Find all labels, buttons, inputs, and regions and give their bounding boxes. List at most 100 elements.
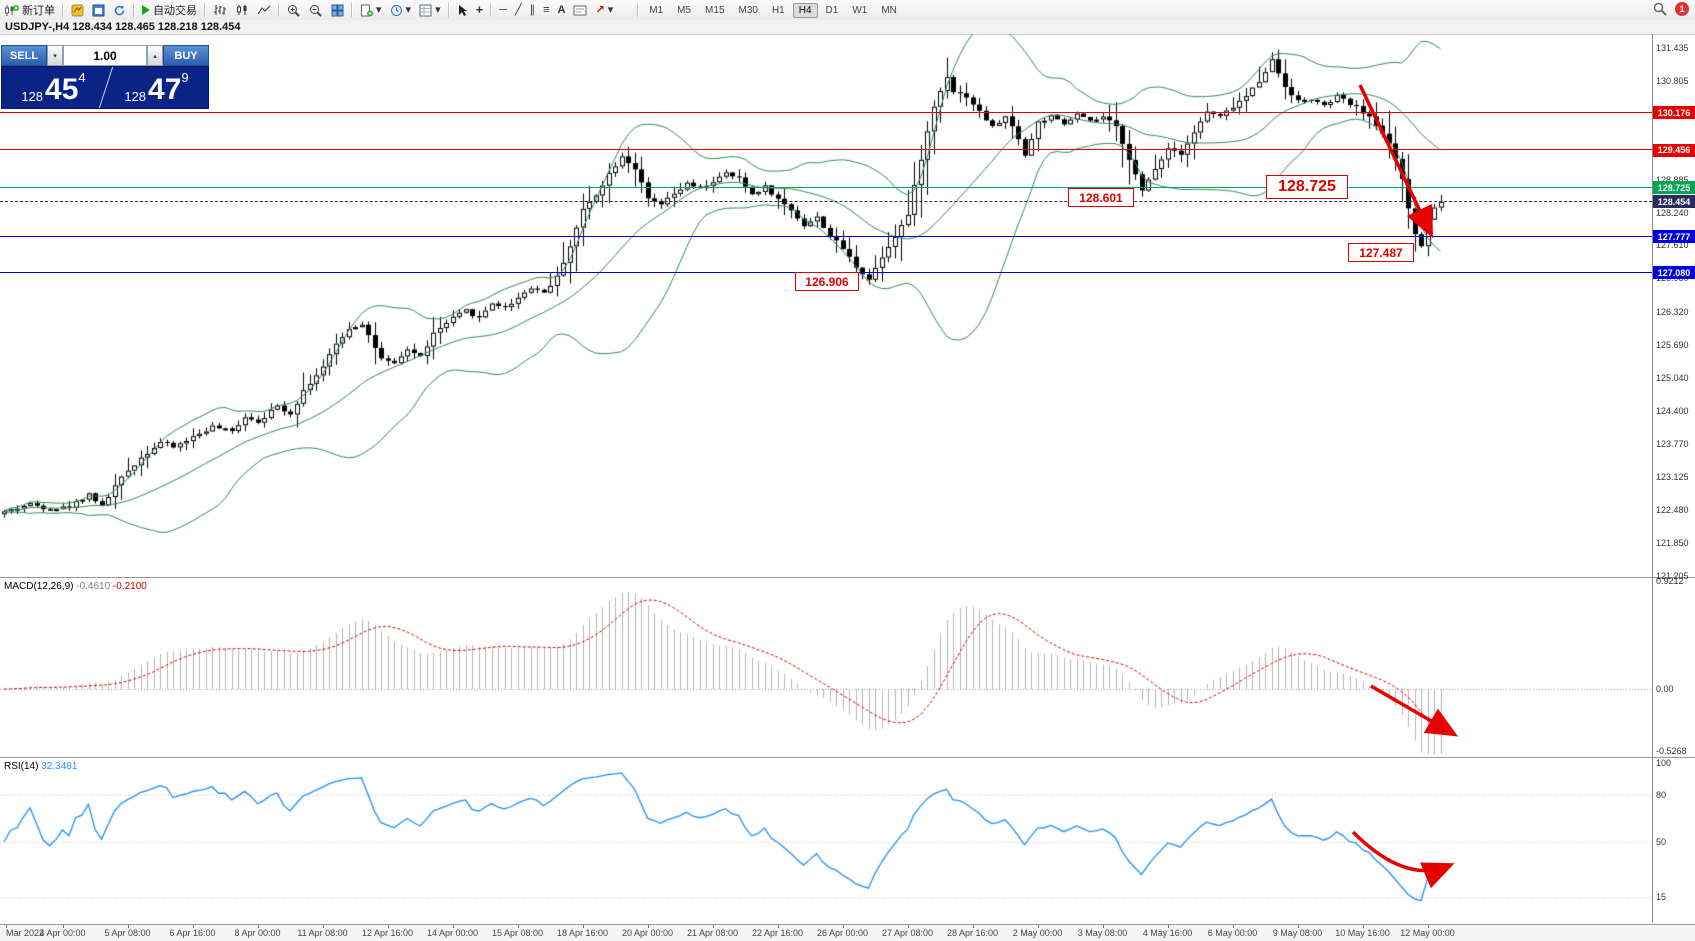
time-tick (1362, 925, 1364, 928)
buy-button[interactable]: BUY (163, 45, 209, 66)
price-annotation-128.601[interactable]: 128.601 (1068, 188, 1134, 207)
metaeditor-button[interactable] (67, 1, 88, 19)
arrow-tool-icon: ↗ (595, 4, 605, 16)
time-label: 10 May 16:00 (1335, 928, 1390, 938)
time-label: 14 Apr 00:00 (426, 928, 479, 938)
price-annotation-127.487[interactable]: 127.487 (1348, 243, 1414, 262)
label-icon (573, 5, 587, 15)
caret-up-icon: ▴ (153, 52, 157, 60)
search-icon[interactable] (1653, 2, 1667, 16)
toolbar-separator (133, 3, 135, 17)
timeframe-M5[interactable]: M5 (677, 4, 692, 16)
new-template-button[interactable]: ▾ (356, 1, 386, 19)
macd-name: MACD(12,26,9) (4, 581, 74, 592)
time-tick (1297, 925, 1299, 928)
timeframe-M30[interactable]: M30 (738, 4, 758, 16)
zoom-in-button[interactable] (283, 1, 305, 19)
bid-price[interactable]: 128 45 4 (2, 67, 105, 108)
auto-trading-button[interactable]: 自动交易 (138, 1, 201, 19)
horizontal-line-tool[interactable]: ─ (495, 1, 511, 19)
price-level-line-128.454[interactable] (0, 200, 1652, 202)
auto-trading-label: 自动交易 (153, 5, 197, 17)
ask-prefix: 128 (124, 89, 147, 104)
timeframe-H1[interactable]: H1 (771, 4, 785, 16)
data-window-button[interactable]: ▾ (415, 1, 445, 19)
price-level-line-127.777[interactable] (0, 235, 1652, 237)
timeframe-D1[interactable]: D1 (825, 4, 839, 16)
price-level-line-130.176[interactable] (0, 111, 1652, 113)
sell-button[interactable]: SELL (1, 45, 47, 66)
price-annotation-128.725[interactable]: 128.725 (1266, 175, 1348, 199)
price-tick: 126.320 (1656, 307, 1689, 317)
time-label: 15 Apr 08:00 (491, 928, 544, 938)
line-chart-button[interactable] (253, 1, 275, 19)
volume-up-button[interactable]: ▴ (147, 45, 163, 66)
time-tick (62, 925, 64, 928)
refresh-button[interactable] (109, 1, 130, 19)
time-label: 6 May 00:00 (1207, 928, 1258, 938)
fibonacci-tool[interactable]: ≡ (539, 1, 553, 19)
notification-badge[interactable]: 1 (1675, 2, 1689, 16)
timeframe-H4[interactable]: H4 (792, 2, 818, 18)
price-tick: 125.040 (1656, 373, 1689, 384)
toolbar-separator (351, 3, 353, 17)
price-tick: 125.690 (1656, 339, 1689, 350)
period-clock-button[interactable]: ▾ (386, 1, 416, 19)
price-level-line-129.456[interactable] (0, 149, 1652, 151)
volume-down-button[interactable]: ▾ (47, 45, 63, 66)
time-tick (712, 925, 714, 928)
main-toolbar: 新订单 自动交易 (0, 0, 1695, 21)
time-label: 3 May 08:00 (1077, 928, 1128, 938)
toolbar-separator (62, 3, 64, 17)
rsi-panel-canvas[interactable] (0, 758, 1652, 923)
ask-pip: 9 (181, 70, 189, 85)
caret-down-icon: ▾ (435, 4, 441, 16)
channel-tool[interactable]: ∥ (526, 1, 540, 19)
bid-prefix: 128 (21, 89, 44, 104)
price-level-line-128.725[interactable] (0, 186, 1652, 188)
timeframe-MN[interactable]: MN (881, 4, 897, 16)
new-order-label: 新订单 (22, 5, 55, 17)
bid-ask-panel[interactable]: 128 45 4 128 47 9 (1, 66, 209, 109)
volume-input[interactable] (63, 45, 147, 66)
time-label: 22 Apr 16:00 (751, 928, 804, 938)
zoom-out-button[interactable] (305, 1, 327, 19)
timeframe-W1[interactable]: W1 (852, 4, 868, 16)
ask-price[interactable]: 128 47 9 (105, 67, 208, 108)
macd-panel-separator[interactable] (0, 577, 1695, 578)
crosshair-tool-button[interactable]: + (472, 1, 488, 19)
time-tick (517, 925, 519, 928)
tile-windows-button[interactable] (327, 1, 348, 19)
chart-title-strip: USDJPY-,H4 128.434 128.465 128.218 128.4… (0, 20, 1695, 35)
new-window-button[interactable] (88, 1, 109, 19)
price-tick: 130.805 (1656, 75, 1689, 86)
price-annotation-126.906[interactable]: 126.906 (795, 272, 859, 291)
cursor-tool-button[interactable] (453, 1, 472, 19)
label-tool[interactable] (569, 1, 591, 19)
bar-chart-button[interactable] (209, 1, 231, 19)
caret-down-icon: ▾ (405, 4, 412, 16)
price-scale-box-128.454: 128.454 (1653, 195, 1695, 209)
new-template-icon (361, 4, 373, 16)
price-scale-box-128.725: 128.725 (1653, 181, 1695, 195)
arrows-tool[interactable]: ↗ ▾ (591, 1, 617, 19)
time-label: 12 Apr 16:00 (361, 928, 414, 938)
trendline-tool[interactable]: ╱ (511, 1, 526, 19)
timeframe-M15[interactable]: M15 (705, 4, 725, 16)
new-order-icon (5, 4, 19, 16)
new-order-button[interactable]: 新订单 (0, 1, 59, 19)
candle-chart-button[interactable] (231, 1, 253, 19)
timeframe-M1[interactable]: M1 (649, 4, 664, 16)
time-axis[interactable]: Mar 2022 4 Apr 00:00 5 Apr 08:00 6 Apr 16:0… (0, 924, 1695, 941)
rsi-panel-separator[interactable] (0, 757, 1695, 758)
price-tick: 128.240 (1656, 207, 1689, 218)
macd-signal-value: -0.2100 (112, 581, 147, 592)
time-label: 5 Apr 08:00 (104, 928, 151, 938)
price-chart-canvas[interactable] (0, 34, 1652, 578)
text-tool[interactable]: A (554, 1, 570, 19)
rsi-scale-tick: 15 (1656, 892, 1667, 903)
macd-scale-tick: -0.5268 (1656, 745, 1687, 756)
bid-pip: 4 (78, 70, 86, 85)
macd-panel-canvas[interactable] (0, 578, 1652, 756)
